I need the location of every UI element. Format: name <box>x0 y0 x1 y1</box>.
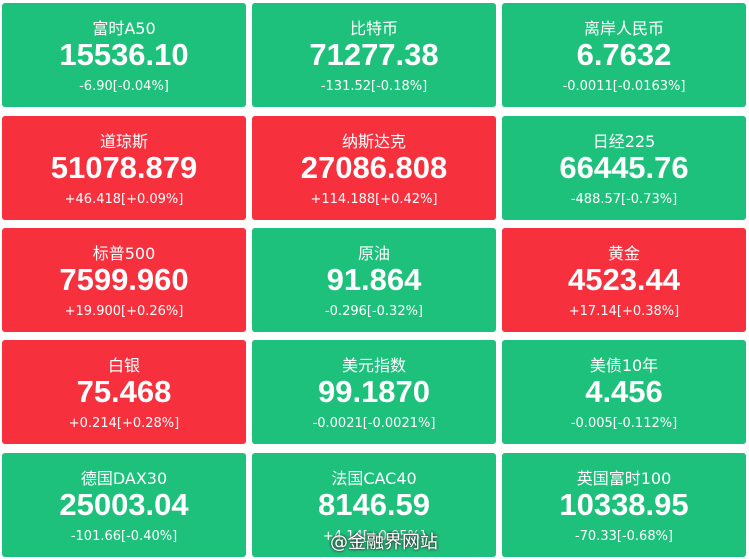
quote-price: 25003.04 <box>59 487 189 522</box>
quote-price: 7599.960 <box>59 262 189 297</box>
quote-tile[interactable]: 纳斯达克 27086.808 +114.188[+0.42%] <box>252 116 496 220</box>
quote-change: +19.900[+0.26%] <box>64 304 184 319</box>
watermark: @金融界网站 <box>330 532 438 553</box>
quote-tile[interactable]: 原油 91.864 -0.296[-0.32%] <box>252 228 496 332</box>
quote-change: -131.52[-0.18%] <box>320 79 428 94</box>
quote-name: 日经225 <box>592 132 656 151</box>
quote-price: 66445.76 <box>559 150 689 185</box>
quote-tile[interactable]: 标普500 7599.960 +19.900[+0.26%] <box>2 228 246 332</box>
quote-tile[interactable]: 黄金 4523.44 +17.14[+0.38%] <box>502 228 746 332</box>
quote-tile[interactable]: 美元指数 99.1870 -0.0021[-0.0021%] <box>252 340 496 444</box>
quote-name: 比特币 <box>349 19 398 38</box>
quote-change: -70.33[-0.68%] <box>574 529 674 544</box>
quote-name: 道琼斯 <box>99 132 148 151</box>
quote-name: 离岸人民币 <box>583 19 664 38</box>
quote-change: -6.90[-0.04%] <box>79 79 169 94</box>
quote-tile[interactable]: 英国富时100 10338.95 -70.33[-0.68%] <box>502 453 746 557</box>
quote-change: +4.14[+0.05%] <box>322 529 426 544</box>
quote-price: 10338.95 <box>559 487 689 522</box>
quote-price: 51078.879 <box>50 150 198 185</box>
quote-price: 8146.59 <box>317 487 431 522</box>
quote-change: -101.66[-0.40%] <box>70 529 178 544</box>
quote-name: 法国CAC40 <box>331 469 417 488</box>
quote-name: 英国富时100 <box>576 469 672 488</box>
quote-tile[interactable]: 日经225 66445.76 -488.57[-0.73%] <box>502 116 746 220</box>
quote-price: 4.456 <box>585 374 663 409</box>
quote-change: -488.57[-0.73%] <box>570 192 678 207</box>
quote-name: 纳斯达克 <box>341 132 406 151</box>
quote-price: 4523.44 <box>567 262 681 297</box>
quote-change: +17.14[+0.38%] <box>568 304 680 319</box>
quote-price: 15536.10 <box>59 37 189 72</box>
quote-price: 6.7632 <box>576 37 672 72</box>
quote-change: -0.296[-0.32%] <box>324 304 424 319</box>
quote-tile[interactable]: 法国CAC40 8146.59 +4.14[+0.05%] <box>252 453 496 557</box>
quote-change: -0.005[-0.112%] <box>570 416 678 431</box>
quote-tile[interactable]: 美债10年 4.456 -0.005[-0.112%] <box>502 340 746 444</box>
quote-tile[interactable]: 富时A50 15536.10 -6.90[-0.04%] <box>2 3 246 107</box>
quote-tile[interactable]: 离岸人民币 6.7632 -0.0011[-0.0163%] <box>502 3 746 107</box>
quote-name: 标普500 <box>92 244 156 263</box>
quote-price: 71277.38 <box>309 37 439 72</box>
quote-change: +0.214[+0.28%] <box>68 416 180 431</box>
quote-name: 德国DAX30 <box>80 469 168 488</box>
quote-tile[interactable]: 比特币 71277.38 -131.52[-0.18%] <box>252 3 496 107</box>
quote-change: -0.0011[-0.0163%] <box>562 79 686 94</box>
quote-name: 黄金 <box>607 244 640 263</box>
quote-price: 27086.808 <box>300 150 448 185</box>
quote-name: 白银 <box>107 356 140 375</box>
quote-name: 美元指数 <box>341 356 406 375</box>
quote-change: +114.188[+0.42%] <box>310 192 438 207</box>
quote-name: 美债10年 <box>589 356 659 375</box>
quote-change: -0.0021[-0.0021%] <box>312 416 436 431</box>
quote-tile[interactable]: 道琼斯 51078.879 +46.418[+0.09%] <box>2 116 246 220</box>
quote-name: 原油 <box>357 244 390 263</box>
quote-change: +46.418[+0.09%] <box>64 192 184 207</box>
quote-price: 91.864 <box>326 262 422 297</box>
quote-tile[interactable]: 德国DAX30 25003.04 -101.66[-0.40%] <box>2 453 246 557</box>
quote-price: 99.1870 <box>317 374 431 409</box>
quote-name: 富时A50 <box>92 19 156 38</box>
quote-price: 75.468 <box>76 374 172 409</box>
quote-tile[interactable]: 白银 75.468 +0.214[+0.28%] <box>2 340 246 444</box>
